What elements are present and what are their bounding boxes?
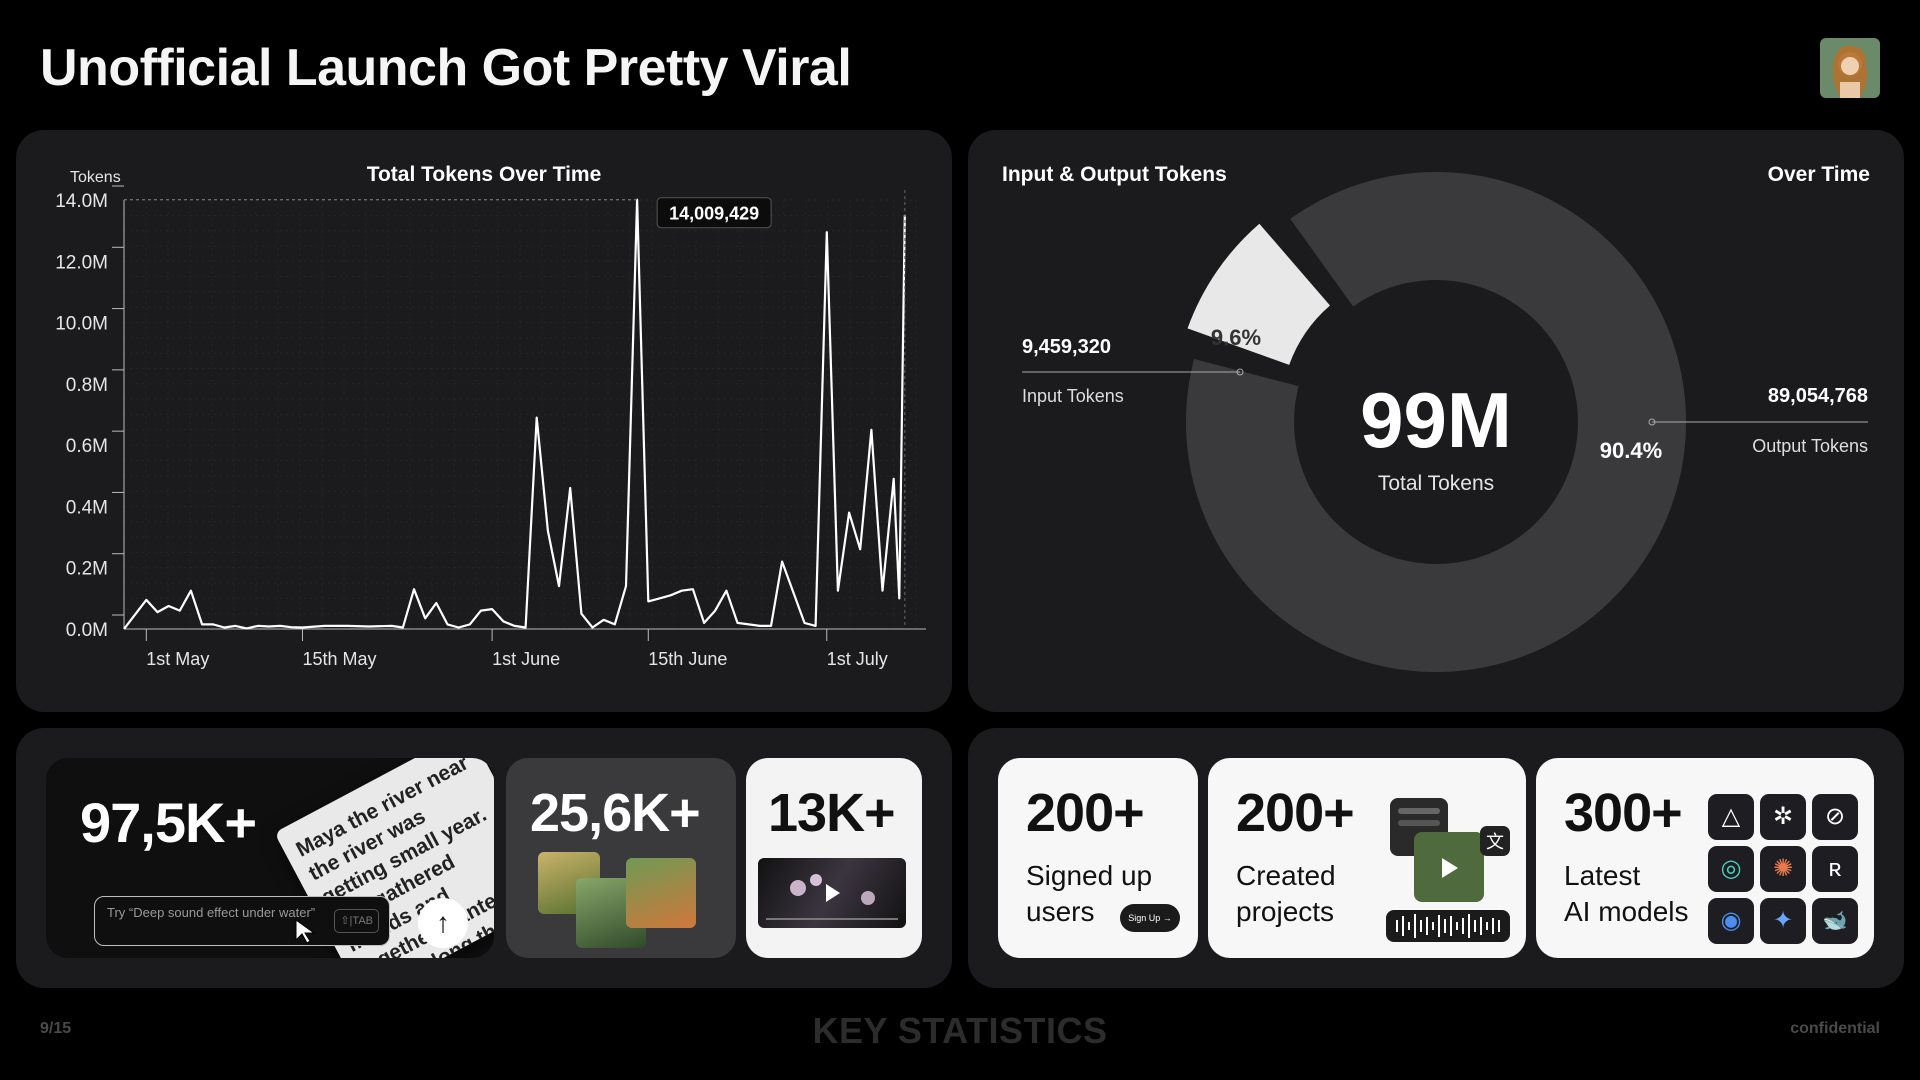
tab-key-hint: ⇧|TAB [334,909,379,933]
arrow-up-icon[interactable]: ↑ [418,898,468,948]
generations-card: Maya the river near the river was gettin… [46,758,494,958]
usage-stats-panel: Maya the river near the river was gettin… [16,728,952,988]
output-tokens-value: 89,054,768 [1768,385,1868,407]
ai-logo-icon: ⊘ [1812,794,1858,840]
ai-logos-grid: △ ✲ ⊘ ◎ ✺ ʀ ◉ ✦ 🐋 [1708,794,1858,944]
ai-logo-icon: △ [1708,794,1754,840]
y-tick-label: 12.0M [55,252,108,273]
users-value: 200+ [1026,783,1145,843]
peak-tooltip [656,197,772,229]
ai-logo-icon: ✲ [1760,794,1806,840]
images-value: 25,6K+ [530,783,701,843]
users-label-line2: users [1026,896,1095,927]
total-tokens-label: Total Tokens [1378,472,1494,495]
prompt-input[interactable]: Try “Deep sound effect under water” ⇧|TA… [94,896,390,946]
y-tick-label: 0.0M [66,620,108,641]
input-tokens-value: 9,459,320 [1022,336,1111,358]
donut-title-right: Over Time [1768,163,1870,186]
tokens-donut-chart: Input & Output Tokens Over Time 99M Tota… [1002,163,1870,672]
total-tokens-panel: Tokens Total Tokens Over Time 0.0M 0.2M 0.… [16,130,952,712]
output-percent-label: 90.4% [1600,438,1662,463]
y-tick-label: 0.2M [66,559,108,580]
ai-logo-icon: ✺ [1760,846,1806,892]
input-tokens-label: Input Tokens [1022,386,1124,406]
x-tick-label: 15th June [648,649,727,669]
y-tick-label: 0.4M [66,497,108,518]
peak-value-label: 14,009,429 [669,204,759,224]
x-tick-label: 1st May [146,649,209,669]
total-tokens-value: 99M [1360,376,1512,464]
images-card: 25,6K+ [506,758,736,958]
sign-up-button[interactable]: Sign Up → [1120,904,1180,932]
videos-card: 13K+ [746,758,922,958]
ai-logo-icon: ✦ [1760,898,1806,944]
ai-models-card: 300+ Latest AI models △ ✲ ⊘ ◎ ✺ ʀ ◉ ✦ 🐋 [1536,758,1874,958]
image-thumbnail-icon [626,858,696,928]
video-thumbnail-icon [758,858,906,928]
projects-label-line1: Created [1236,860,1336,891]
y-axis-label: Tokens [70,169,121,186]
projects-label-line2: projects [1236,896,1335,927]
ai-models-value: 300+ [1564,783,1683,843]
cursor-icon [295,919,316,944]
signed-up-users-card: 200+ Signed up users Sign Up → [998,758,1198,958]
output-tokens-slice [1186,171,1686,672]
chart-title: Total Tokens Over Time [367,163,602,186]
section-title: KEY STATISTICS [812,1010,1108,1051]
project-collage-icon: 文 [1386,798,1510,942]
platform-stats-panel: 200+ Signed up users Sign Up → 200+ Crea… [968,728,1904,988]
ai-logo-icon: ◎ [1708,846,1754,892]
users-label-line1: Signed up [1026,860,1153,891]
ai-models-label-line1: Latest [1564,860,1641,891]
x-tick-label: 1st July [827,649,888,669]
x-tick-label: 15th May [302,649,376,669]
created-projects-card: 200+ Created projects 文 [1208,758,1526,958]
tokens-series-line [123,198,906,630]
projects-value: 200+ [1236,783,1355,843]
generations-value: 97,5K+ [80,791,257,854]
ai-models-label-line2: AI models [1564,896,1689,927]
total-tokens-line-chart: Tokens Total Tokens Over Time 0.0M 0.2M 0.… [55,163,926,669]
y-tick-label: 0.6M [66,436,108,457]
y-tick-label: 0.8M [66,375,108,396]
output-tokens-label: Output Tokens [1752,436,1868,456]
page-number: 9/15 [40,1020,72,1037]
videos-value: 13K+ [768,783,896,843]
input-tokens-slice [1187,223,1330,365]
ai-logo-icon: ʀ [1812,846,1858,892]
donut-title-left: Input & Output Tokens [1002,163,1227,186]
portrait-avatar-icon[interactable] [1820,38,1880,98]
prompt-placeholder: Try “Deep sound effect under water” [107,905,316,920]
ai-logo-icon: ◉ [1708,898,1754,944]
confidential-note: confidential [1790,1020,1880,1037]
input-percent-label: 9.6% [1211,325,1261,350]
input-output-tokens-panel: Input & Output Tokens Over Time 99M Tota… [968,130,1904,712]
page-title: Unofficial Launch Got Pretty Viral [40,39,852,97]
x-tick-label: 1st June [492,649,560,669]
svg-text:文: 文 [1486,832,1504,852]
ai-logo-icon: 🐋 [1812,898,1858,944]
y-tick-label: 10.0M [55,314,108,335]
y-tick-label: 14.0M [55,191,108,212]
